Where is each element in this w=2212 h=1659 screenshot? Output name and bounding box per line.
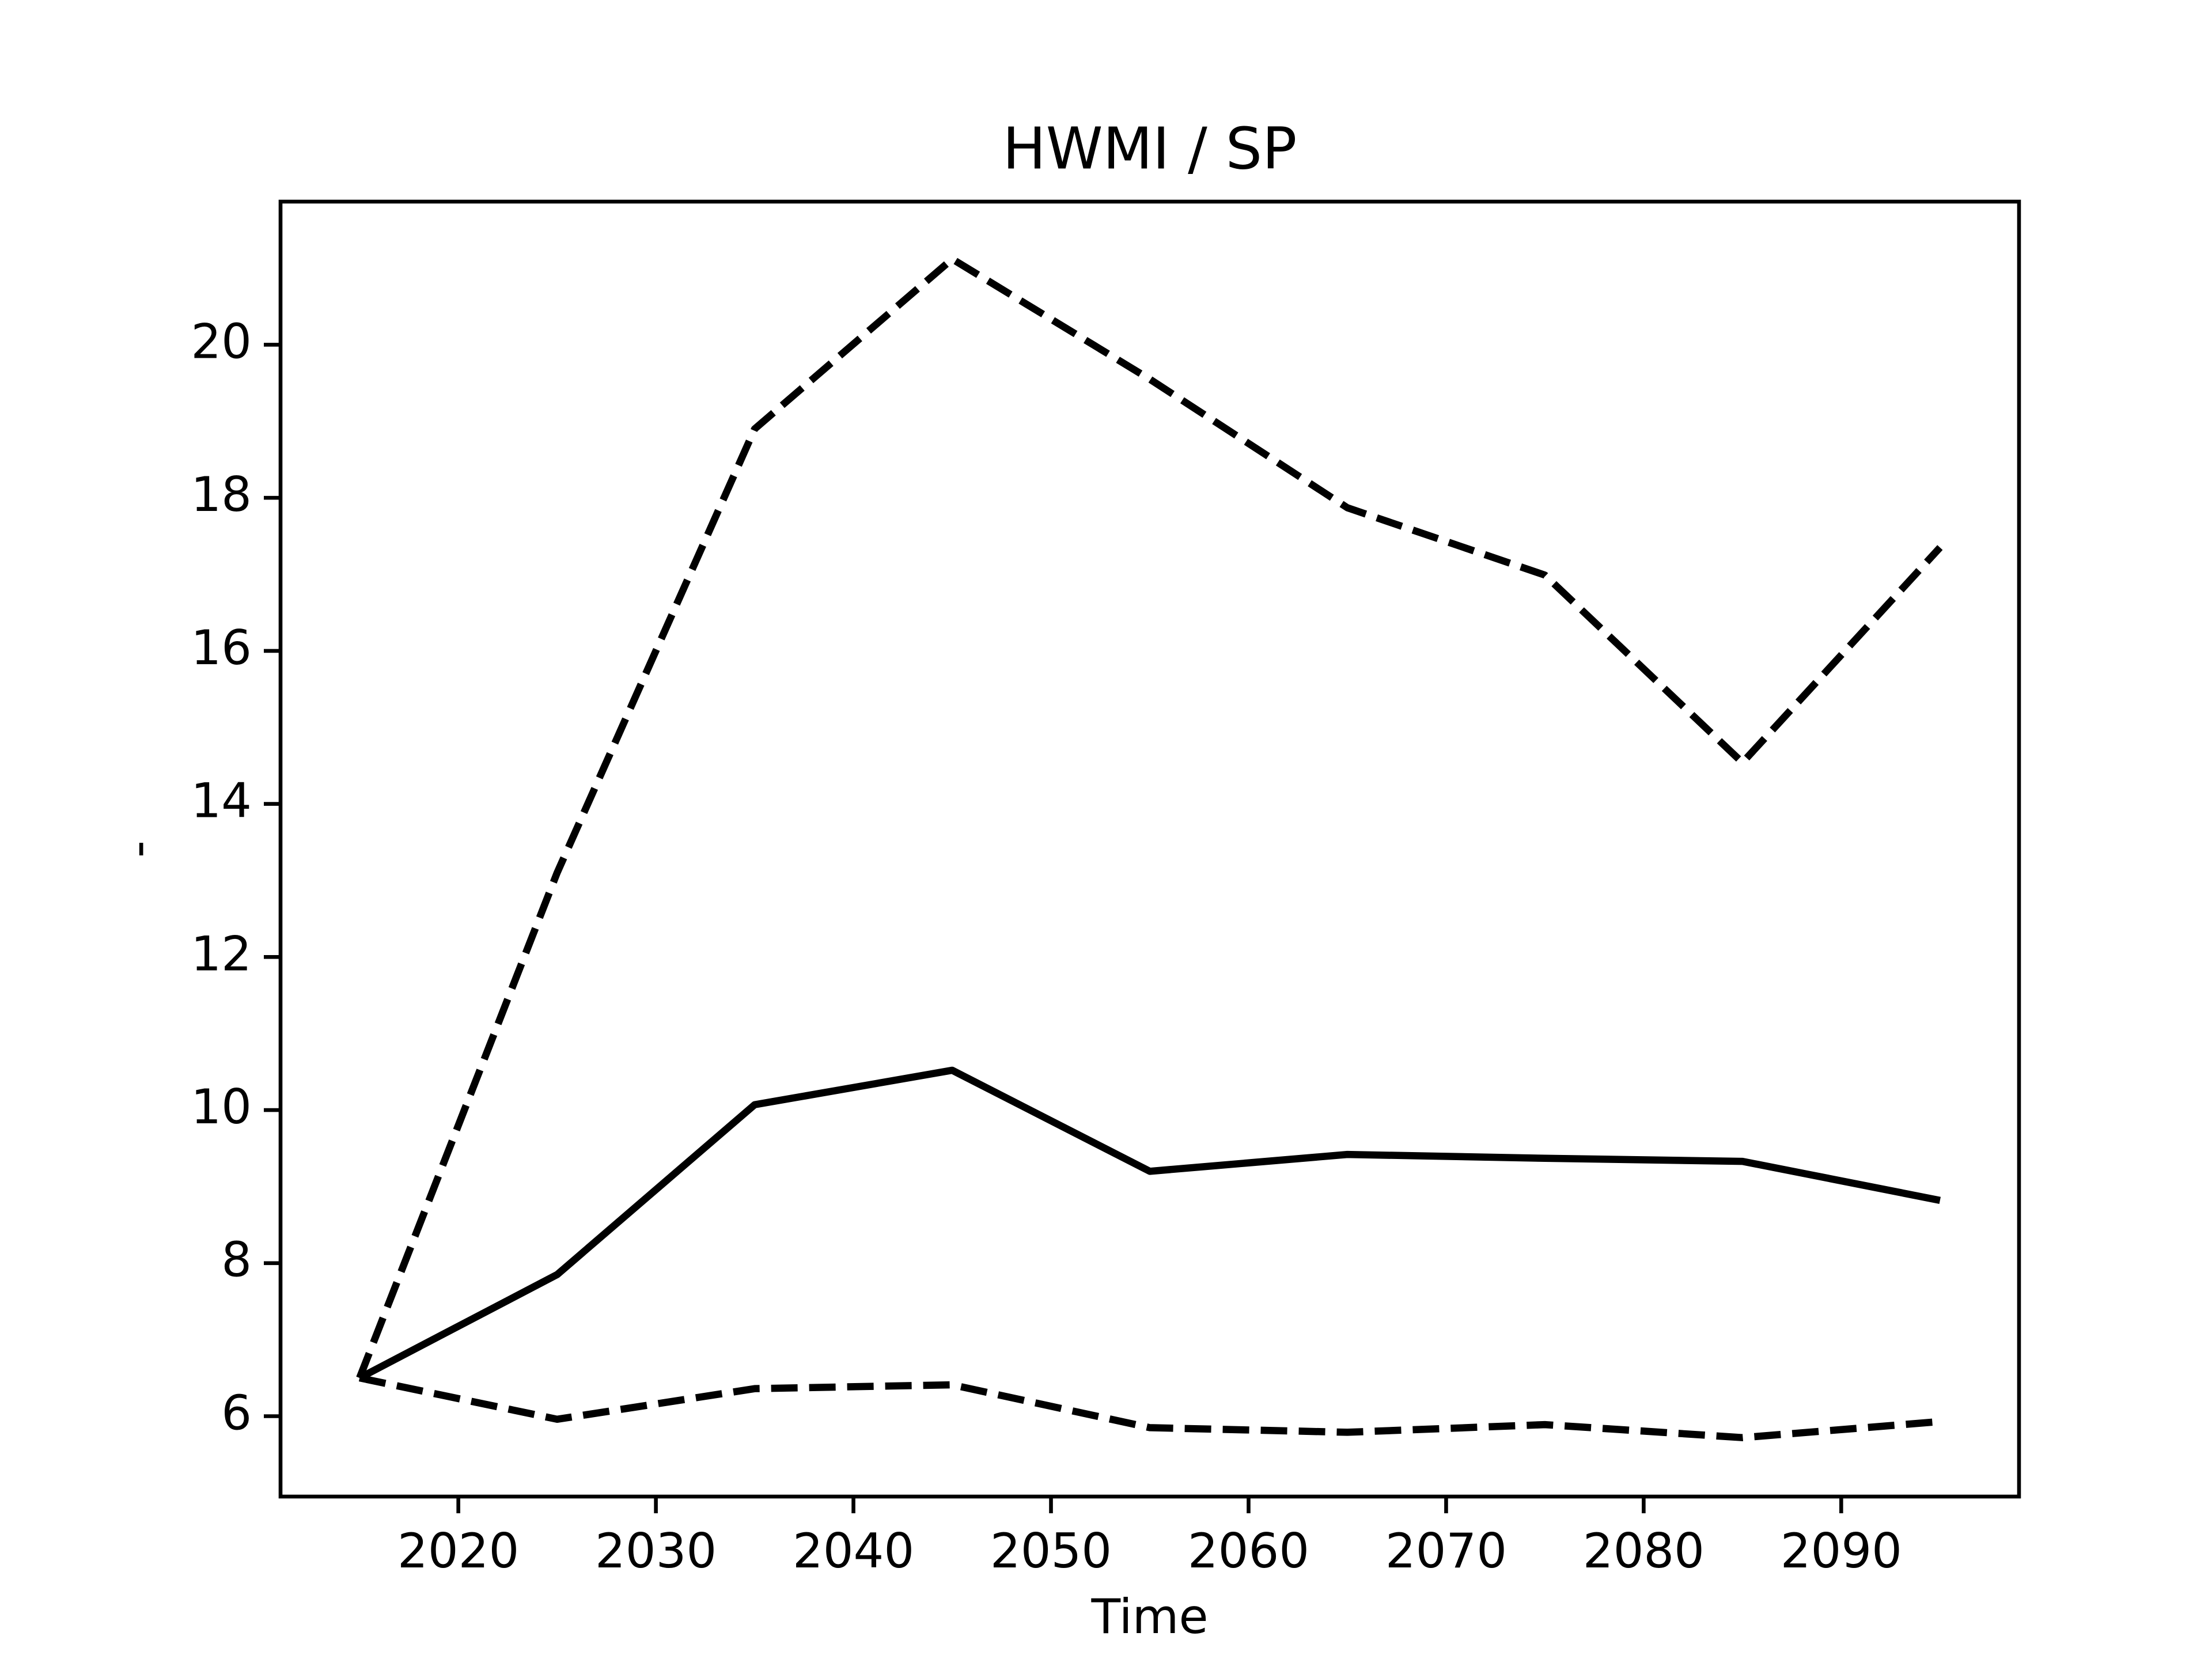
x-tick-label: 2060 (1188, 1523, 1309, 1579)
series-line (358, 1374, 1941, 1441)
x-axis-label: Time (1090, 1589, 1208, 1645)
x-tick-label: 2050 (990, 1523, 1112, 1579)
y-tick-label: 18 (191, 467, 252, 522)
y-tick-label: 20 (191, 313, 252, 369)
chart-title: HWMI / SP (1003, 115, 1297, 182)
y-tick-label: 16 (191, 620, 252, 676)
y-tick-label: 8 (221, 1232, 252, 1288)
x-tick-label: 2080 (1583, 1523, 1705, 1579)
x-tick-label: 2020 (397, 1523, 519, 1579)
x-tick-label: 2090 (1781, 1523, 1902, 1579)
y-tick-label: 12 (191, 926, 252, 982)
series-line (356, 255, 1943, 1380)
y-axis-label: - (110, 840, 166, 858)
y-tick-label: 10 (191, 1079, 252, 1135)
x-tick-label: 2030 (595, 1523, 717, 1579)
x-tick-label: 2040 (793, 1523, 914, 1579)
y-tick-label: 6 (221, 1385, 252, 1441)
x-tick-label: 2070 (1385, 1523, 1507, 1579)
axes-frame (278, 199, 2021, 1499)
y-tick-label: 14 (191, 773, 252, 829)
series-line (358, 1066, 1941, 1381)
